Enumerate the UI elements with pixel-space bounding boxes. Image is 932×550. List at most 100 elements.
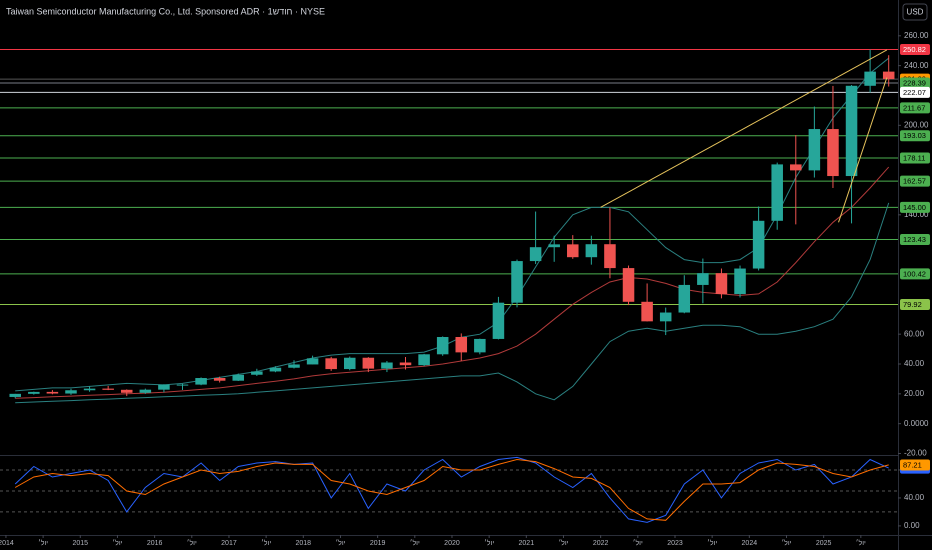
candle-body	[399, 362, 412, 366]
candle-body	[362, 357, 375, 369]
candle-body	[65, 390, 77, 394]
x-tick-label: 2018	[296, 540, 312, 547]
oscillator-line	[14, 458, 889, 521]
candle-body	[120, 389, 133, 393]
y-tick-label: 0.00	[904, 521, 920, 530]
price-label: 250.82	[903, 45, 926, 54]
candle-body	[864, 71, 876, 86]
candle-body	[697, 273, 709, 285]
candle-body	[474, 338, 486, 353]
y-tick-label: 240.00	[904, 61, 929, 70]
candle-body	[678, 284, 691, 313]
price-label: 123.43	[903, 235, 926, 244]
candle-body	[176, 384, 189, 386]
x-tick-label: יול׳	[335, 539, 345, 547]
candle-body	[659, 312, 672, 322]
candle-body	[808, 129, 821, 171]
indicator-line	[15, 166, 890, 399]
price-label: 178.11	[903, 153, 925, 162]
x-tick-label: יול׳	[484, 539, 494, 547]
candle-body	[418, 354, 430, 366]
candle-body	[46, 391, 59, 394]
currency-box[interactable]	[902, 3, 928, 21]
y-tick-label: 20.00	[904, 389, 925, 398]
x-tick-label: יול׳	[633, 539, 643, 547]
x-tick-label: יול׳	[707, 539, 717, 547]
price-label: 222.07	[903, 88, 926, 97]
candle-body	[734, 268, 746, 295]
candle-body	[622, 268, 635, 302]
candle-body	[548, 244, 560, 248]
y-tick-label: 140.00	[904, 210, 929, 219]
x-tick-label: 2023	[667, 540, 683, 547]
candle-body	[882, 71, 895, 80]
x-tick-label: יול׳	[38, 539, 48, 547]
trendline	[600, 49, 888, 208]
x-tick-label: 2025	[816, 540, 832, 547]
price-label: 228.39	[903, 78, 926, 87]
candle-body	[251, 371, 263, 375]
y-tick-label: -20.00	[904, 449, 927, 458]
candle-body	[9, 393, 22, 397]
price-label: 79.92	[903, 300, 922, 309]
price-label-box	[900, 175, 930, 187]
y-tick-label: 200.00	[904, 120, 929, 129]
candle-body	[715, 273, 728, 295]
candle-body	[28, 391, 40, 394]
candle-body	[585, 244, 598, 258]
candle-body	[771, 164, 783, 221]
candle-body	[269, 367, 282, 372]
price-label: 100.42	[903, 269, 926, 278]
price-label-box	[900, 77, 930, 89]
price-label: 162.57	[903, 177, 926, 186]
x-tick-label: 2016	[147, 540, 163, 547]
price-label-box	[900, 44, 930, 56]
candle-body	[790, 164, 802, 171]
price-label-box	[900, 130, 930, 142]
candle-body	[511, 261, 523, 303]
trendline	[838, 77, 888, 223]
x-tick-label: 2014	[0, 540, 14, 547]
candle-body	[641, 301, 653, 322]
candle-body	[455, 337, 468, 353]
y-tick-label: 260.00	[904, 31, 929, 40]
chart-title: Taiwan Semiconductor Manufacturing Co., …	[6, 6, 325, 16]
x-tick-label: 2020	[444, 540, 460, 547]
x-tick-label: 2015	[72, 540, 88, 547]
x-tick-label: 2021	[519, 540, 535, 547]
currency[interactable]: USD	[907, 8, 924, 17]
candle-body	[139, 389, 152, 393]
indicator-line	[15, 202, 890, 404]
price-label: 193.03	[903, 131, 926, 140]
candle-body	[325, 358, 337, 370]
price-label-box	[900, 152, 930, 164]
x-tick-label: 2024	[742, 540, 758, 547]
x-tick-label: יול׳	[112, 539, 122, 547]
candle-body	[213, 378, 226, 381]
x-tick-label: 2017	[221, 540, 237, 547]
candle-body	[827, 129, 839, 177]
candle-body	[567, 244, 579, 258]
y-tick-label: 60.00	[904, 329, 925, 338]
y-tick-label: 0.0000	[904, 419, 929, 428]
price-label: 211.67	[903, 103, 925, 112]
candle-body	[306, 358, 319, 365]
price-label-box	[900, 86, 930, 98]
last-value-box	[900, 459, 930, 471]
candle-body	[288, 364, 300, 368]
x-tick-label: יול׳	[781, 539, 791, 547]
x-tick-label: יול׳	[558, 539, 568, 547]
candle-body	[195, 378, 207, 385]
candle-body	[529, 247, 542, 262]
candle-body	[845, 85, 858, 177]
price-label: 145.00	[903, 203, 926, 212]
last-value-label: 87.21	[903, 460, 922, 469]
x-tick-label: יול׳	[410, 539, 420, 547]
x-tick-label: יול׳	[261, 539, 271, 547]
candle-body	[232, 374, 245, 381]
price-label-box	[900, 201, 930, 213]
price-label-box	[900, 234, 930, 246]
price-label-box	[900, 298, 930, 310]
